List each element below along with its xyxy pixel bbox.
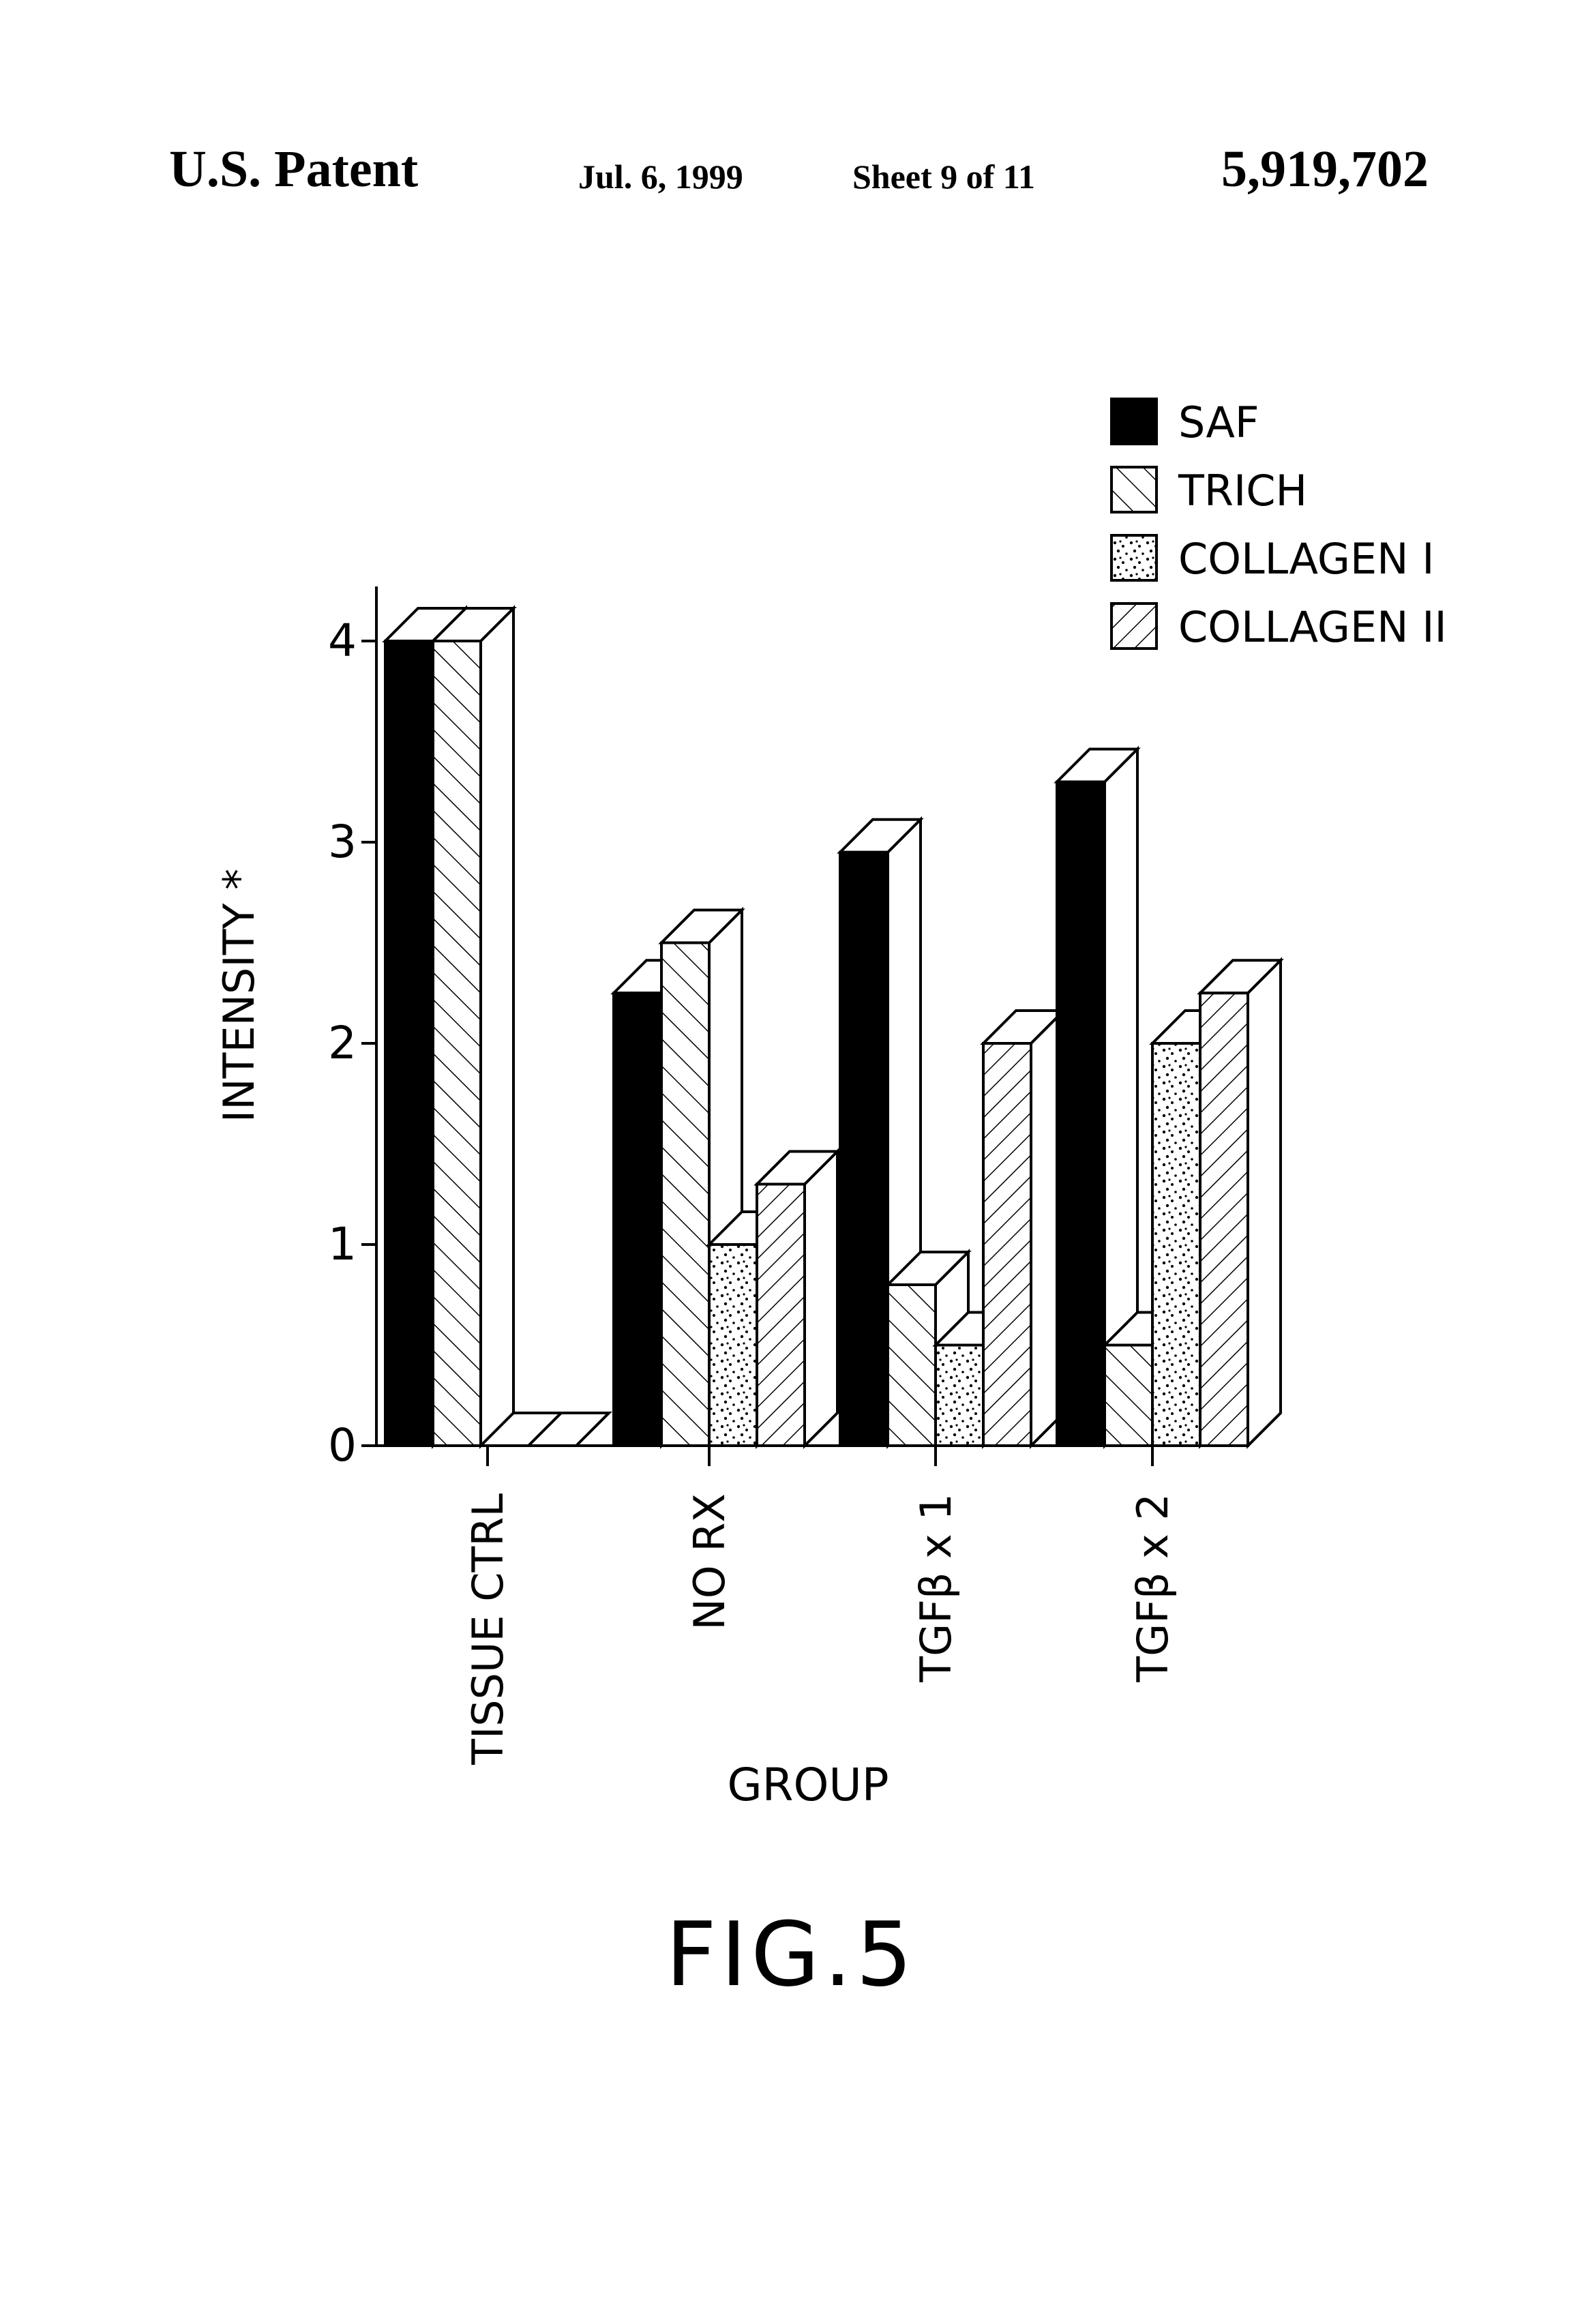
bar-collagen-ii: [1200, 993, 1248, 1446]
figure-label: FIG.5: [0, 1903, 1582, 2006]
bar-trich: [888, 1285, 936, 1446]
bar-side: [805, 1152, 837, 1446]
legend-label: SAF: [1178, 398, 1259, 447]
bar-trich: [661, 943, 709, 1446]
bar-side: [481, 608, 513, 1446]
bar-collagen-i: [1152, 1043, 1200, 1446]
y-tick-label: 0: [328, 1419, 357, 1472]
x-tick-label: TGFβ x 1: [911, 1493, 961, 1683]
legend-label: TRICH: [1178, 466, 1307, 516]
legend-swatch: [1111, 535, 1156, 580]
bar-collagen-i: [936, 1345, 983, 1446]
legend-swatch: [1111, 399, 1156, 444]
y-tick-label: 2: [328, 1017, 357, 1069]
x-tick-label: TISSUE CTRL: [463, 1493, 513, 1766]
legend-label: COLLAGEN II: [1178, 602, 1447, 652]
bar-collagen-ii: [757, 1185, 805, 1446]
y-axis-label: INTENSITY *: [214, 869, 264, 1122]
y-tick-label: 4: [328, 614, 357, 667]
bar-saf: [840, 852, 888, 1446]
x-axis-label: GROUP: [727, 1759, 889, 1811]
y-tick-label: 1: [328, 1218, 357, 1270]
bar-saf: [385, 641, 433, 1446]
bar-trich: [1105, 1345, 1152, 1446]
bar-collagen-i: [709, 1245, 757, 1446]
x-tick-label: TGFβ x 2: [1128, 1493, 1178, 1683]
bar-saf: [1057, 782, 1105, 1446]
bar-saf: [614, 993, 661, 1446]
bar-side: [1248, 960, 1281, 1446]
x-tick-label: NO RX: [685, 1493, 734, 1630]
legend-swatch: [1111, 604, 1156, 649]
bar-collagen-ii: [983, 1043, 1031, 1446]
bar-trich: [433, 641, 481, 1446]
y-tick-label: 3: [328, 816, 357, 868]
legend-label: COLLAGEN I: [1178, 534, 1435, 584]
legend-swatch: [1111, 467, 1156, 512]
